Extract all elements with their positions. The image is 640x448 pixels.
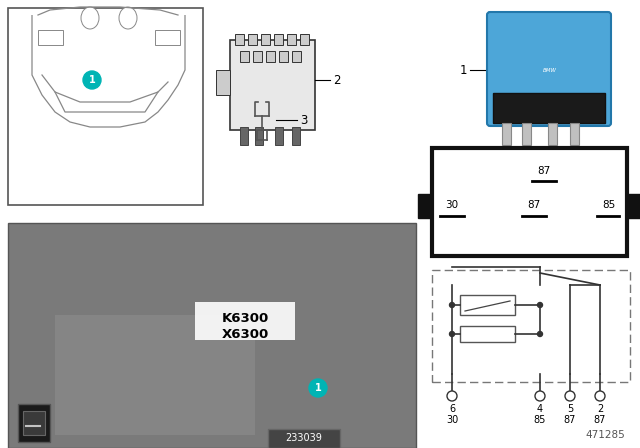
Circle shape bbox=[538, 332, 543, 336]
Text: 3: 3 bbox=[300, 113, 307, 126]
Text: 30: 30 bbox=[445, 200, 459, 210]
Text: K6300: K6300 bbox=[221, 311, 269, 324]
Bar bbox=[432, 270, 630, 382]
Text: 5: 5 bbox=[567, 404, 573, 414]
Bar bbox=[248, 34, 257, 45]
Text: X6300: X6300 bbox=[221, 327, 269, 340]
Ellipse shape bbox=[119, 7, 137, 29]
Text: 85: 85 bbox=[534, 415, 546, 425]
Bar bbox=[522, 123, 531, 145]
Text: 1: 1 bbox=[315, 383, 321, 393]
Bar bbox=[18, 404, 50, 442]
Ellipse shape bbox=[81, 7, 99, 29]
Text: 30: 30 bbox=[446, 415, 458, 425]
Bar bbox=[460, 326, 515, 342]
Bar bbox=[493, 93, 605, 123]
Circle shape bbox=[83, 71, 101, 89]
Bar bbox=[502, 123, 511, 145]
Bar bbox=[266, 51, 275, 62]
Bar bbox=[55, 315, 255, 435]
Bar bbox=[418, 194, 432, 218]
Bar bbox=[235, 34, 244, 45]
Text: 2: 2 bbox=[597, 404, 603, 414]
Bar bbox=[8, 223, 416, 448]
Circle shape bbox=[565, 391, 575, 401]
Text: 87: 87 bbox=[564, 415, 576, 425]
Bar bbox=[274, 34, 283, 45]
Text: 1: 1 bbox=[460, 64, 467, 77]
Text: 233039: 233039 bbox=[285, 433, 323, 443]
Text: 4: 4 bbox=[537, 404, 543, 414]
Circle shape bbox=[309, 379, 327, 397]
Bar bbox=[216, 70, 230, 95]
Bar bbox=[570, 123, 579, 145]
Bar bbox=[292, 51, 301, 62]
Text: 471285: 471285 bbox=[585, 430, 625, 440]
Text: BMW: BMW bbox=[543, 68, 557, 73]
Text: 6: 6 bbox=[449, 404, 455, 414]
Bar bbox=[240, 127, 248, 145]
Bar bbox=[287, 34, 296, 45]
Text: 87: 87 bbox=[594, 415, 606, 425]
Circle shape bbox=[595, 391, 605, 401]
Bar bbox=[253, 51, 262, 62]
Text: 87: 87 bbox=[538, 166, 550, 176]
Bar bbox=[240, 51, 249, 62]
Circle shape bbox=[538, 302, 543, 307]
Text: 87: 87 bbox=[527, 200, 541, 210]
Bar bbox=[268, 429, 340, 448]
Text: 85: 85 bbox=[602, 200, 616, 210]
Bar bbox=[8, 8, 203, 205]
Bar bbox=[627, 194, 640, 218]
Bar bbox=[38, 30, 63, 45]
Circle shape bbox=[449, 302, 454, 307]
Circle shape bbox=[535, 391, 545, 401]
Bar bbox=[195, 302, 295, 340]
Bar bbox=[275, 127, 283, 145]
Bar bbox=[300, 34, 309, 45]
Circle shape bbox=[447, 391, 457, 401]
Bar bbox=[548, 123, 557, 145]
Bar bbox=[230, 40, 315, 130]
Bar bbox=[155, 30, 180, 45]
FancyBboxPatch shape bbox=[487, 12, 611, 126]
Bar bbox=[292, 127, 300, 145]
Bar bbox=[261, 34, 270, 45]
Bar bbox=[279, 51, 288, 62]
Bar bbox=[23, 411, 45, 435]
Text: 2: 2 bbox=[333, 73, 340, 86]
Bar bbox=[460, 295, 515, 315]
Circle shape bbox=[449, 332, 454, 336]
Bar bbox=[255, 127, 263, 145]
Bar bbox=[432, 148, 627, 256]
Text: 1: 1 bbox=[88, 75, 95, 85]
